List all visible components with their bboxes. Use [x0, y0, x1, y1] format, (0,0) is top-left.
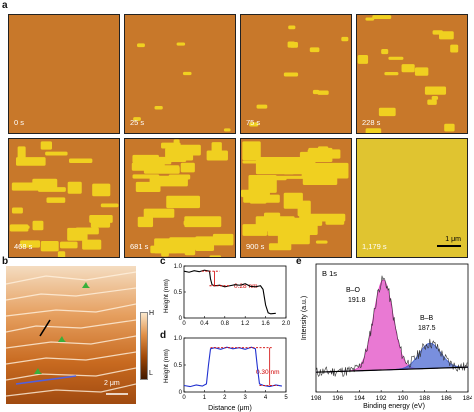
- chart-e-peak1-value: 191.8: [348, 297, 366, 304]
- x-tick-label: 192: [376, 395, 387, 402]
- x-tick-label: 186: [441, 395, 452, 402]
- x-tick-label: 198: [311, 395, 322, 402]
- frame-timestamp: 681 s: [130, 242, 149, 251]
- scalebar-b-label: 2 μm: [104, 380, 120, 387]
- afm-image: 2 μm: [6, 266, 136, 404]
- stm-frame: 75 s: [240, 14, 352, 134]
- colorbar-high: H: [149, 310, 155, 317]
- x-tick-label: 184: [463, 395, 472, 402]
- x-tick-label: 0.4: [200, 321, 209, 327]
- chart-e-peak2-value: 187.5: [418, 325, 436, 332]
- panel-c-label: c: [160, 256, 166, 267]
- x-tick-label: 188: [419, 395, 430, 402]
- y-tick-label: 0.5: [174, 290, 183, 296]
- stm-frame: 25 s: [124, 14, 236, 134]
- panel-b-label: b: [2, 256, 9, 267]
- stm-frame: 900 s: [240, 138, 352, 258]
- profile-line-c: [39, 319, 51, 337]
- frame-timestamp: 75 s: [246, 118, 261, 127]
- chart-d-ylabel: Height (nm): [163, 349, 170, 383]
- chart-e-peak1-name: B–O: [346, 287, 361, 294]
- chart-e-peak2-name: B–B: [420, 315, 434, 322]
- panel-d-label: d: [160, 330, 167, 341]
- x-tick-label: 0.8: [221, 321, 230, 327]
- stm-frame: 0 s: [8, 14, 120, 134]
- x-tick-label: 4: [264, 395, 268, 401]
- raw-spectrum: [315, 275, 468, 378]
- stm-frame: 681 s: [124, 138, 236, 258]
- y-tick-label: 0.5: [174, 363, 183, 369]
- y-tick-label: 0: [179, 316, 183, 322]
- chart-d-xlabel: Distance (μm): [208, 405, 252, 412]
- x-tick-label: 194: [354, 395, 365, 402]
- x-tick-label: 196: [332, 395, 343, 402]
- chart-c-ylabel: Height (nm): [163, 279, 170, 313]
- panel-e-label: e: [296, 256, 302, 267]
- chart-c-annotation: 0.28 nm: [234, 283, 258, 290]
- x-tick-label: 2.0: [282, 321, 290, 327]
- x-tick-label: 1: [203, 395, 207, 401]
- frame-timestamp: 0 s: [14, 118, 25, 127]
- x-tick-label: 5: [284, 395, 288, 401]
- chart-c: Height (nm) 0.28 nm 0 0.4 0.8 1.2 1.6 2.0 0 0.5…: [163, 264, 290, 327]
- scalebar-a-label: 1 μm: [445, 236, 461, 243]
- profile-line: [183, 346, 283, 388]
- colorbar-low: L: [149, 370, 153, 377]
- baseline: [315, 366, 469, 373]
- profile-line-d: [15, 375, 77, 385]
- panel-a-label: a: [2, 0, 8, 11]
- x-tick-label: 3: [244, 395, 248, 401]
- x-tick-label: 190: [397, 395, 408, 402]
- chart-e-ylabel: Intensity (a.u.): [301, 296, 308, 340]
- frame-timestamp: 228 s: [362, 118, 381, 127]
- frame-timestamp: 1,179 s: [362, 242, 387, 251]
- frame-timestamp: 468 s: [14, 242, 33, 251]
- chart-e-xlabel: Binding energy (eV): [363, 403, 425, 410]
- frame-timestamp: 25 s: [130, 118, 145, 127]
- y-tick-label: 1.0: [174, 264, 183, 270]
- y-tick-label: 0: [179, 390, 183, 396]
- x-tick-label: 1.2: [241, 321, 250, 327]
- green-arrows: [34, 278, 96, 374]
- profile-line: [183, 269, 276, 315]
- scalebar-a: [437, 245, 461, 247]
- colorbar: [140, 312, 148, 380]
- stm-frame: 1,179 s 1 μm: [356, 138, 468, 258]
- x-tick-label: 0: [182, 321, 186, 327]
- y-tick-label: 1.0: [174, 336, 183, 342]
- frame-timestamp: 900 s: [246, 242, 265, 251]
- x-tick-label: 0: [182, 395, 186, 401]
- stm-frame: 228 s: [356, 14, 468, 134]
- chart-d-annotation: 0.30 nm: [256, 369, 280, 376]
- chart-d: Height (nm) Distance (μm) 0.30 nm 0 1 2 3 4 5…: [163, 336, 288, 412]
- chart-e-title: B 1s: [322, 269, 337, 278]
- x-tick-label: 1.6: [261, 321, 270, 327]
- chart-e: Intensity (a.u.) Binding energy (eV) B 1…: [301, 263, 472, 410]
- x-tick-label: 2: [223, 395, 227, 401]
- stm-frame: 468 s: [8, 138, 120, 258]
